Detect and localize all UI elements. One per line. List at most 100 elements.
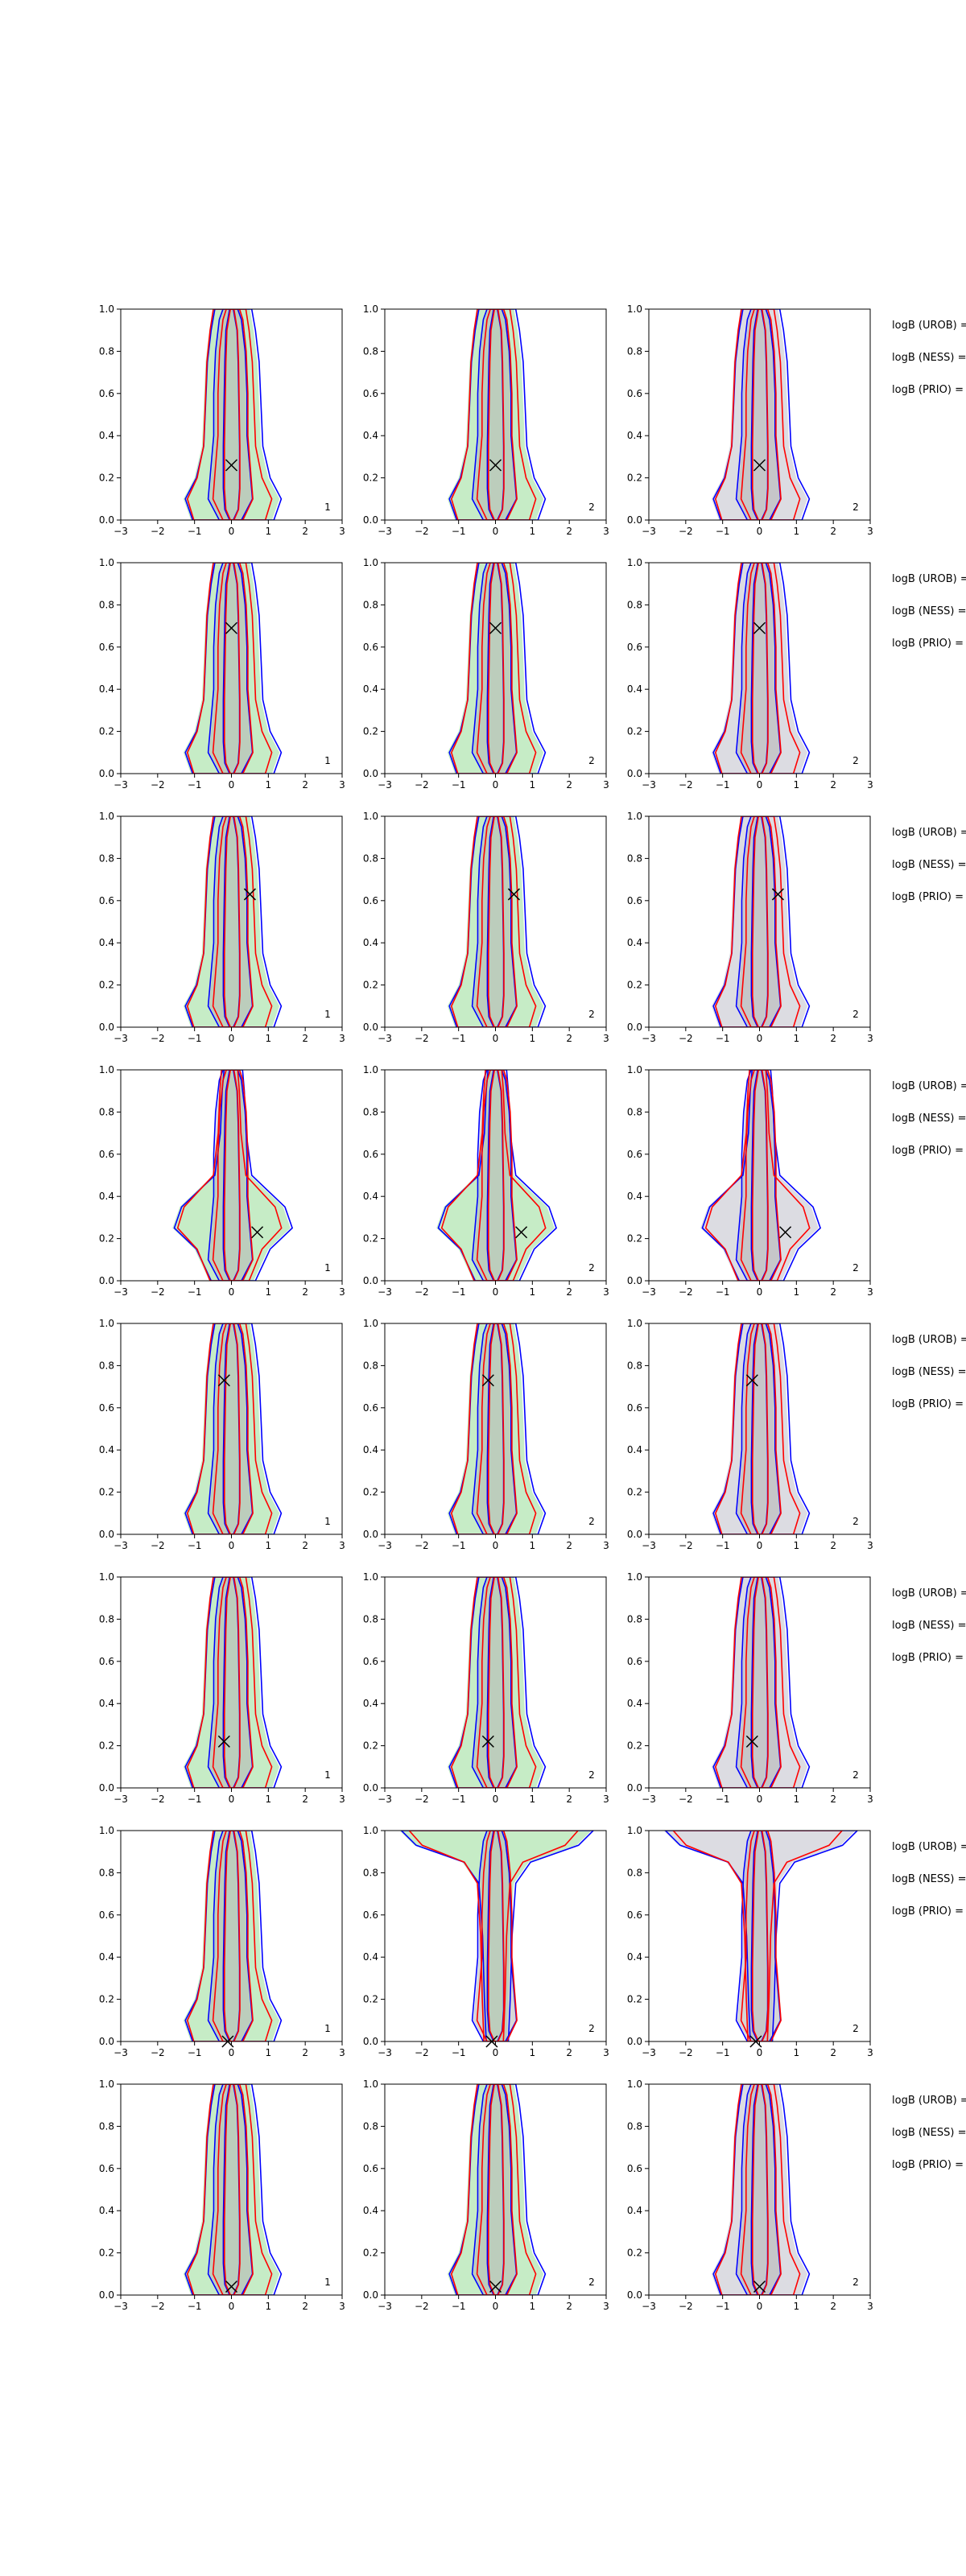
x-tick-label: −2: [151, 1794, 165, 1805]
y-tick-label: 0.2: [363, 726, 378, 737]
y-tick-label: 0.8: [363, 1613, 378, 1624]
x-tick-label: −1: [716, 2047, 730, 2058]
panel-r7-c2: −3 −2 −1 0 1 2 3 0.0 0.2 0.4 0.6 0.8 1.0 2: [363, 1825, 609, 2058]
x-tick-label: 1: [266, 779, 272, 791]
x-tick-label: 0: [229, 1540, 235, 1551]
y-tick-label: 0.8: [99, 1613, 114, 1624]
x-tick-label: −2: [151, 1540, 165, 1551]
contour-red-mid: [212, 309, 254, 520]
density-fill-inner: [209, 563, 254, 774]
x-tick-label: −1: [716, 1540, 730, 1551]
y-tick-label: 0.0: [363, 2036, 378, 2047]
x-tick-label: −2: [151, 526, 165, 537]
x-tick-label: 2: [566, 779, 572, 791]
y-tick-label: 1.0: [99, 1318, 114, 1329]
y-tick-label: 1.0: [363, 1825, 378, 1836]
contour-red-inner: [752, 816, 769, 1027]
panel-r6-c3: −3 −2 −1 0 1 2 3 0.0 0.2 0.4 0.6 0.8 1.0 2: [627, 1571, 873, 1805]
side-label-logb: logB (UROB) =: [892, 1080, 966, 1092]
x-tick-label: 1: [794, 1540, 800, 1551]
y-tick-label: 0.2: [99, 1994, 114, 2005]
x-tick-label: −2: [415, 1540, 429, 1551]
x-tick-label: 3: [867, 1286, 873, 1298]
contour-red-inner: [752, 1323, 769, 1534]
contour-blue-outer: [712, 563, 811, 774]
contour-red-inner: [752, 2084, 769, 2295]
x-tick-label: 3: [867, 1794, 873, 1805]
side-label-logb: logB (UROB) =: [892, 1334, 966, 1346]
y-tick-label: 0.0: [99, 1275, 114, 1286]
y-tick-label: 0.2: [99, 1487, 114, 1498]
y-tick-label: 1.0: [99, 1064, 114, 1075]
x-tick-label: 3: [603, 1286, 609, 1298]
y-tick-label: 0.6: [99, 1402, 114, 1414]
x-tick-label: −2: [151, 1033, 165, 1044]
contour-red-mid: [212, 1070, 254, 1281]
y-tick-label: 0.2: [627, 1994, 642, 2005]
density-fill-inner: [473, 816, 518, 1027]
y-tick-label: 0.0: [363, 1275, 378, 1286]
x-tick-label: 1: [266, 526, 272, 537]
contour-red-outer: [450, 2084, 537, 2295]
side-label-logb: logB (NESS) =: [892, 605, 966, 617]
x-tick-label: 0: [493, 2301, 499, 2312]
x-tick-label: 2: [830, 1540, 836, 1551]
contour-blue-outer: [437, 1070, 558, 1281]
panel-label: 1: [324, 1516, 331, 1527]
y-tick-label: 0.0: [363, 514, 378, 526]
x-tick-label: 2: [830, 1286, 836, 1298]
panel-label: 2: [588, 2023, 595, 2034]
side-label-logb: logB (PRIO) =: [892, 2159, 964, 2171]
y-tick-label: 0.8: [363, 1106, 378, 1117]
x-tick-label: 1: [530, 526, 536, 537]
x-tick-label: −3: [378, 526, 392, 537]
contour-blue-outer: [448, 816, 547, 1027]
true-value-marker: [225, 621, 238, 634]
x-tick-label: 2: [566, 2301, 572, 2312]
true-value-marker: [225, 459, 238, 472]
contour-red-outer: [186, 1831, 273, 2041]
contour-blue-outer: [664, 1831, 859, 2041]
x-tick-label: 0: [493, 779, 499, 791]
contour-blue-mid: [207, 1070, 254, 1281]
y-tick-label: 1.0: [99, 303, 114, 315]
x-tick-label: 3: [339, 2301, 345, 2312]
contour-red-mid: [740, 816, 782, 1027]
panel-label: 1: [324, 2023, 331, 2034]
x-tick-label: −2: [679, 779, 693, 791]
x-tick-label: −2: [679, 1540, 693, 1551]
true-value-marker: [745, 1374, 758, 1387]
density-fill-inner: [209, 816, 254, 1027]
density-fill-inner: [737, 563, 782, 774]
side-label-logb: logB (UROB) =: [892, 1841, 966, 1853]
y-tick-label: 0.4: [627, 1698, 642, 1709]
y-tick-label: 0.6: [363, 1402, 378, 1414]
panel-label: 2: [852, 1262, 859, 1274]
panel-label: 2: [588, 502, 595, 513]
panel-label: 2: [852, 502, 859, 513]
x-tick-label: 3: [339, 1286, 345, 1298]
contour-red-inner: [752, 1070, 769, 1281]
x-tick-label: −2: [415, 1033, 429, 1044]
contour-blue-mid: [735, 309, 782, 520]
x-tick-label: 2: [302, 2047, 308, 2058]
panel-r1-c1: −3 −2 −1 0 1 2 3 0.0 0.2 0.4 0.6 0.8 1.0 1: [99, 303, 345, 537]
contour-red-mid: [740, 563, 782, 774]
y-tick-label: 0.8: [363, 599, 378, 610]
contour-blue-mid: [207, 1831, 254, 2041]
y-tick-label: 0.8: [99, 1867, 114, 1878]
contour-blue-outer: [701, 1070, 822, 1281]
side-label-logb: logB (UROB) =: [892, 1587, 966, 1600]
contour-red-outer: [450, 816, 537, 1027]
contour-blue-outer: [184, 309, 283, 520]
panel-label: 2: [588, 1769, 595, 1781]
y-tick-label: 0.0: [99, 768, 114, 779]
y-tick-label: 0.6: [627, 1656, 642, 1667]
x-tick-label: −1: [188, 2301, 202, 2312]
contour-red-outer: [672, 1831, 844, 2041]
y-tick-label: 0.0: [99, 1022, 114, 1033]
x-tick-label: −3: [378, 1033, 392, 1044]
x-tick-label: 2: [566, 1794, 572, 1805]
x-tick-label: −2: [679, 1286, 693, 1298]
y-tick-label: 0.8: [363, 1867, 378, 1878]
